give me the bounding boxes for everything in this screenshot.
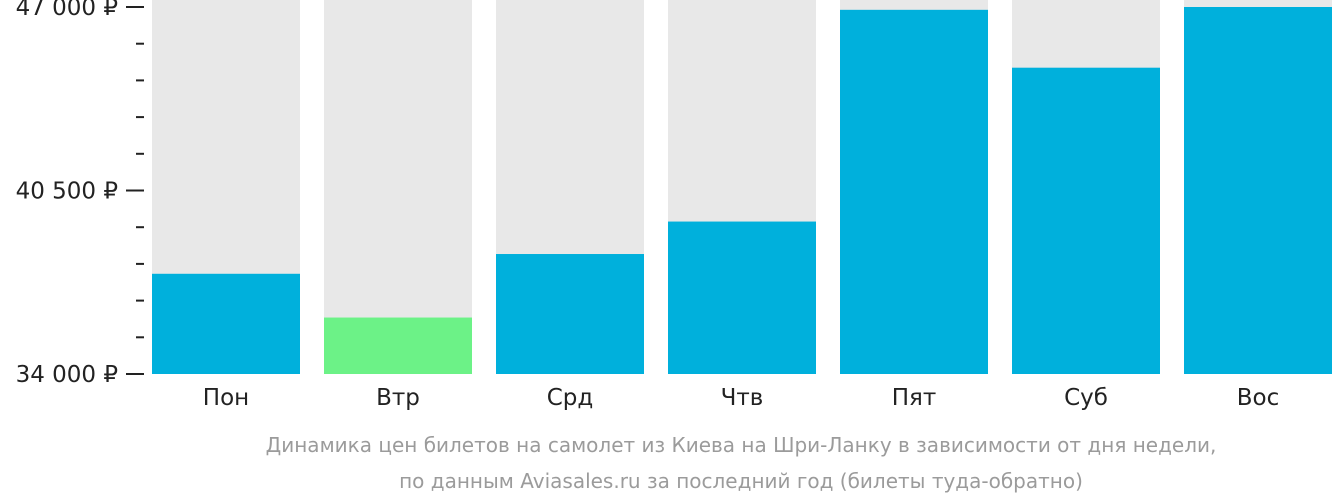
price-by-weekday-chart: Пон Втр Срд Чтв Пят Суб Вос 34 000 ₽ 40 500 ₽ 47 … xyxy=(16,0,1332,411)
y-tick-label-0: 34 000 ₽ xyxy=(16,362,118,388)
chart-caption-line-2: по данным Aviasales.ru за последний год … xyxy=(399,469,1083,493)
bar-4 xyxy=(840,9,988,374)
bar-2 xyxy=(496,254,644,374)
category-label-1: Втр xyxy=(376,385,420,411)
y-tick-label-1: 40 500 ₽ xyxy=(16,179,118,205)
category-label-6: Вос xyxy=(1237,385,1280,411)
bar-5 xyxy=(1012,67,1160,374)
y-tick-label-2: 47 000 ₽ xyxy=(16,0,118,21)
category-label-2: Срд xyxy=(547,385,594,411)
bar-3 xyxy=(668,221,816,374)
bar-1 xyxy=(324,317,472,374)
category-label-4: Пят xyxy=(892,385,937,411)
bar-0 xyxy=(152,273,300,374)
category-label-3: Чтв xyxy=(721,385,764,411)
category-label-5: Суб xyxy=(1064,385,1108,411)
bar-track-1 xyxy=(324,0,472,374)
bar-6 xyxy=(1184,7,1332,374)
chart-caption-line-1: Динамика цен билетов на самолет из Киева… xyxy=(265,433,1217,457)
category-label-0: Пон xyxy=(203,385,249,411)
